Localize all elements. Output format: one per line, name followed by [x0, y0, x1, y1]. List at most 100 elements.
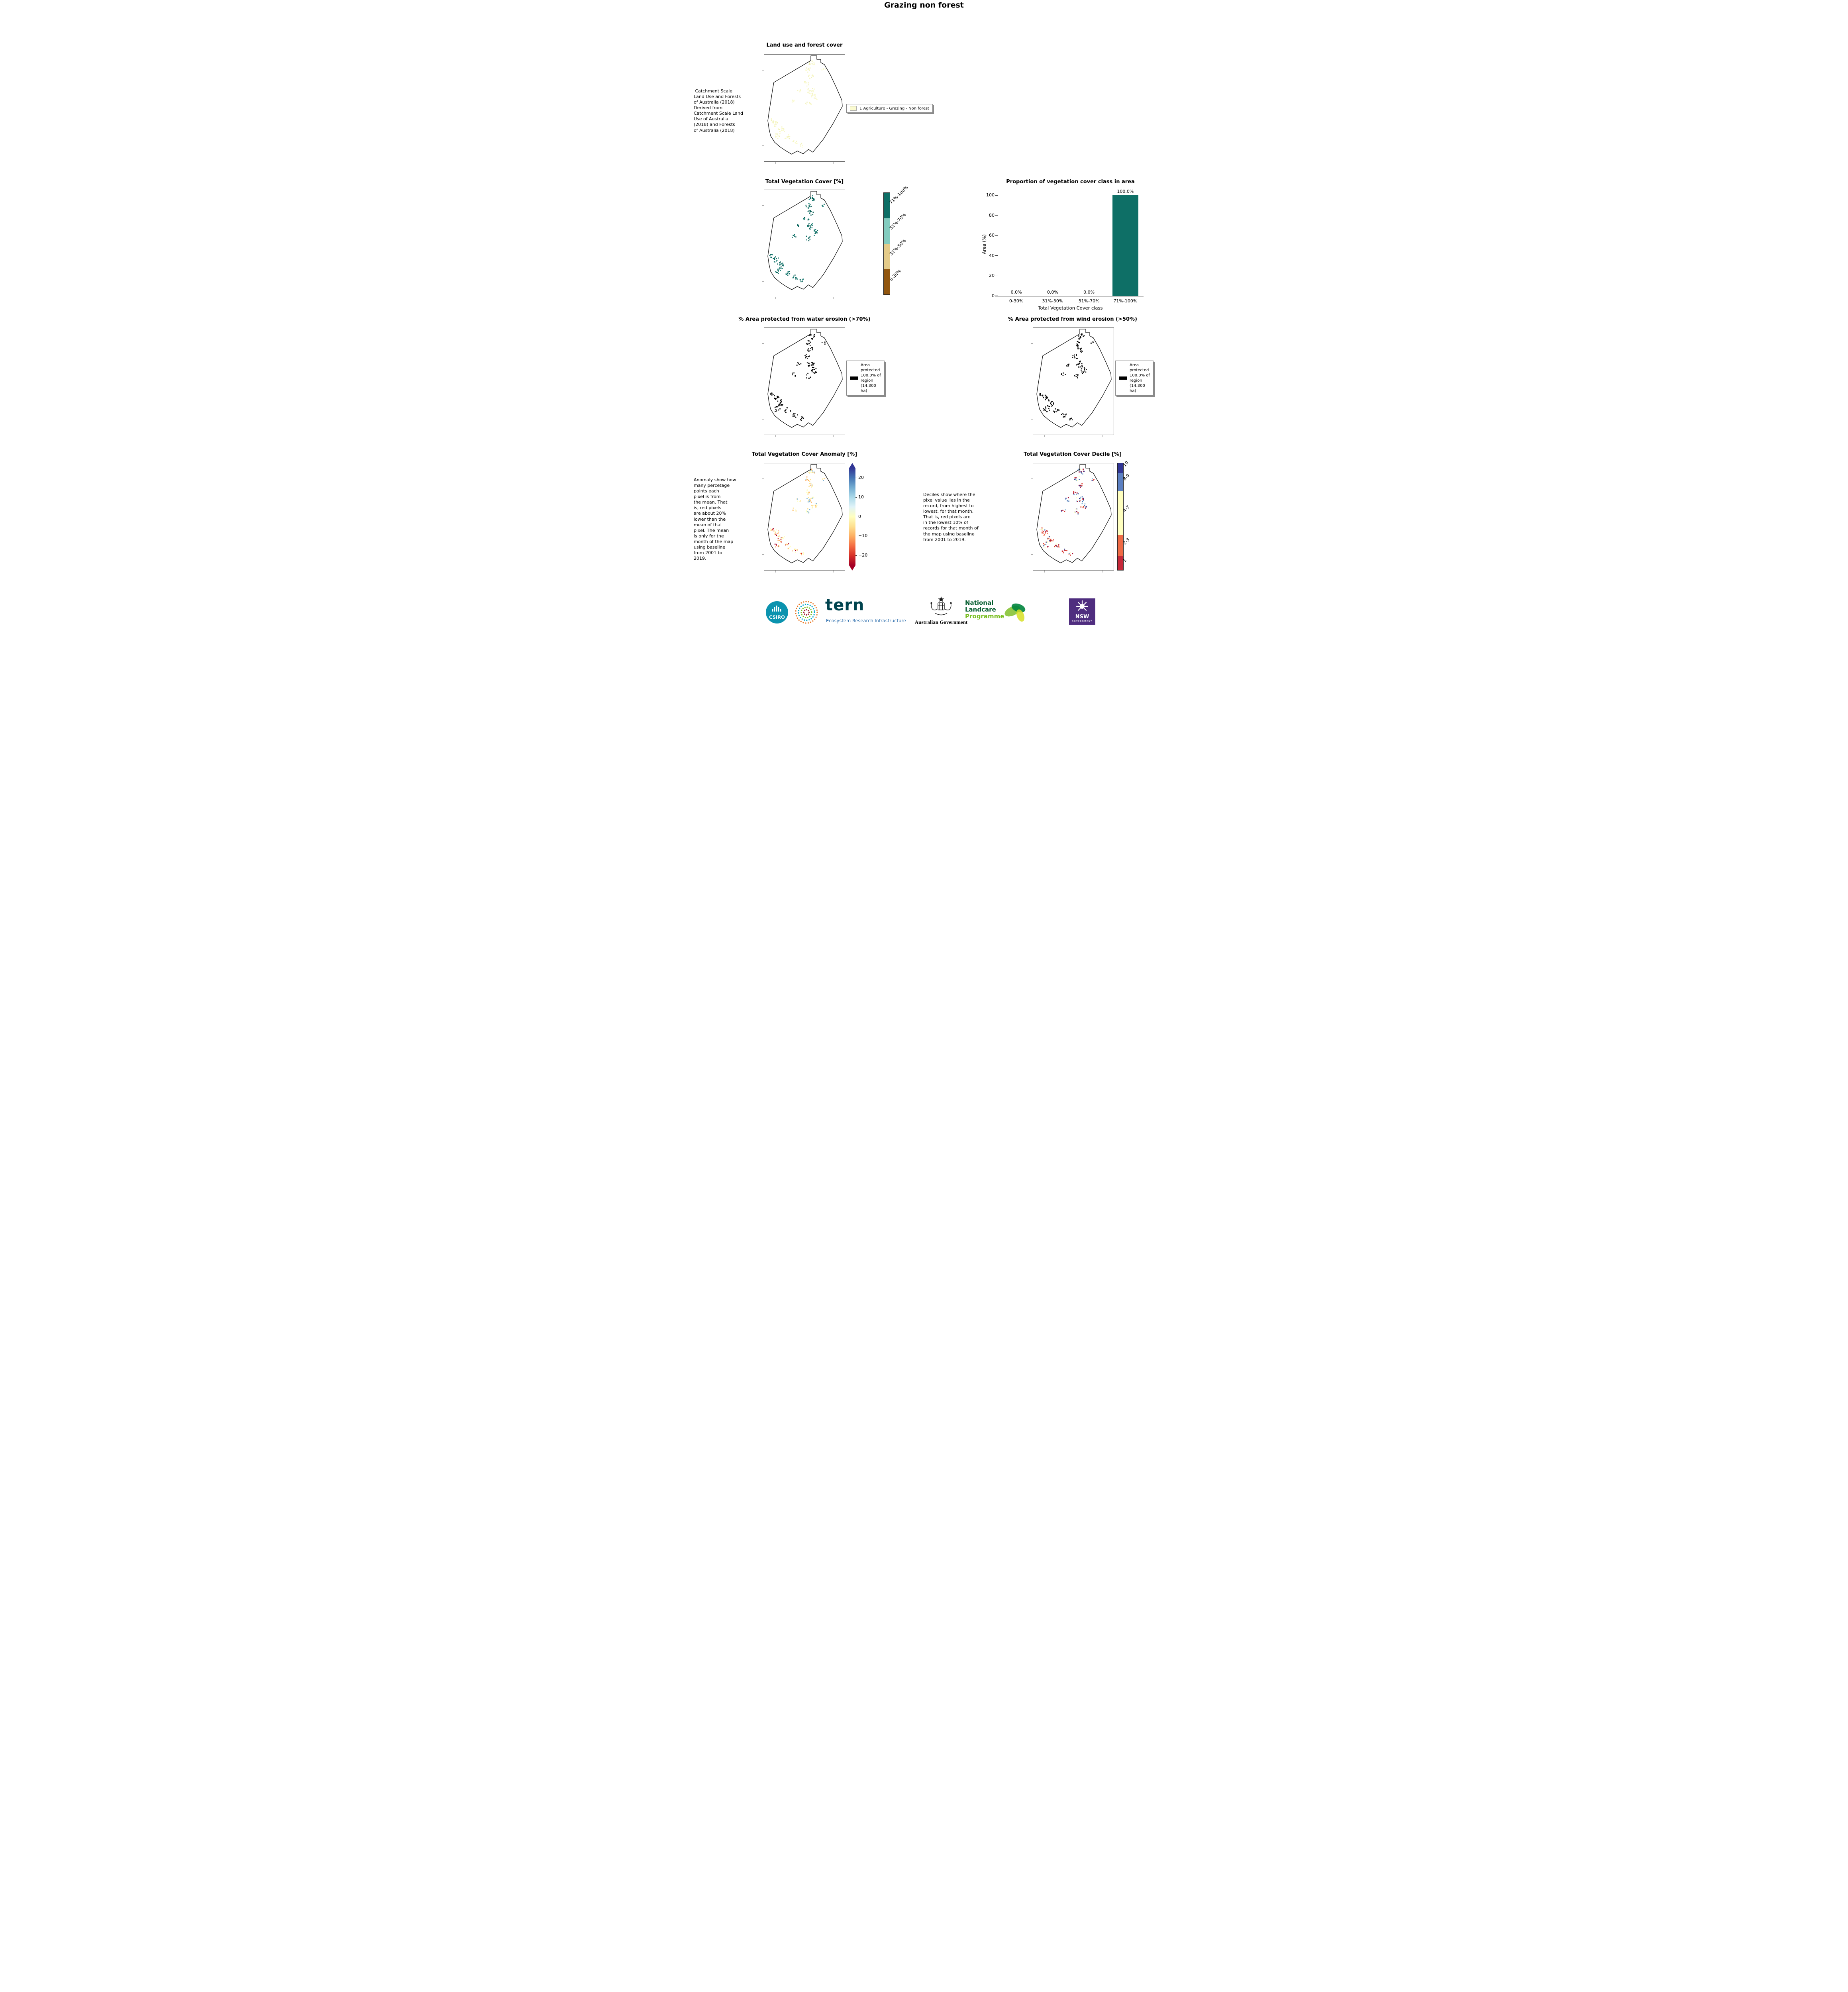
map-pixel: [1077, 493, 1079, 494]
map-pixel: [811, 60, 813, 62]
map-pixel: [772, 529, 773, 531]
map-pixel: [779, 131, 780, 132]
map-pixel: [1043, 545, 1044, 547]
map-pixel: [809, 498, 811, 499]
map-pixel: [823, 478, 825, 479]
map-pixel: [1052, 405, 1053, 406]
map-pixel: [793, 140, 795, 141]
map-pixel: [771, 392, 773, 394]
map-pixel: [1085, 506, 1087, 507]
map-pixel: [1079, 361, 1080, 363]
map-pixel: [813, 372, 814, 374]
map-pixel: [773, 261, 775, 263]
map-pixel: [783, 537, 784, 539]
map-pixel: [1046, 541, 1047, 543]
map-pixel: [806, 510, 807, 512]
map-pixel: [1078, 367, 1079, 368]
map-pixel: [1061, 510, 1062, 512]
map-pixel: [788, 134, 789, 135]
map-pixel: [807, 373, 808, 374]
map-pixel: [810, 210, 811, 211]
map-pixel: [810, 103, 812, 105]
map-pixel: [812, 485, 813, 487]
map-pixel: [770, 254, 771, 255]
map-pixel: [774, 257, 775, 259]
map-pixel: [814, 229, 816, 231]
map-pixel: [807, 494, 809, 495]
map-pixel: [809, 213, 810, 214]
map-pixel: [779, 267, 781, 269]
map-pixel: [811, 347, 812, 348]
map-pixel: [776, 260, 778, 261]
map-pixel: [813, 198, 814, 200]
map-pixel: [1079, 471, 1080, 473]
map-pixel: [774, 398, 775, 399]
map-pixel: [1062, 551, 1063, 552]
map-pixel: [801, 553, 802, 554]
map-pixel: [1080, 471, 1082, 473]
map-pixel: [812, 338, 813, 339]
map-pixel: [811, 227, 813, 229]
map-pixel: [774, 533, 775, 535]
map-pixel: [810, 376, 811, 378]
map-pixel: [1045, 410, 1046, 411]
landuse-legend-label: 1 Agriculture - Grazing - Non forest: [859, 106, 930, 111]
map-pixel: [804, 82, 805, 84]
map-pixel: [805, 480, 806, 481]
colorbar-class-label: 0-30%: [888, 268, 902, 282]
y-axis-tick: [995, 215, 998, 216]
map-pixel: [812, 198, 814, 199]
map-pixel: [772, 254, 773, 255]
map-pixel: [811, 63, 813, 65]
map-pixel: [806, 492, 807, 493]
map-pixel: [780, 402, 782, 403]
map-pixel: [775, 133, 777, 135]
map-pixel: [785, 410, 786, 411]
map-pixel: [787, 548, 789, 549]
map-pixel: [776, 535, 777, 536]
map-pixel: [777, 273, 779, 274]
colorbar-bar: [1117, 463, 1124, 571]
map-pixel: [806, 235, 807, 237]
map-pixel: [1048, 536, 1050, 537]
landuse-panel-title: Land use and forest cover: [766, 42, 843, 48]
map-pixel: [808, 75, 809, 77]
map-pixel: [777, 263, 778, 265]
map-pixel: [777, 540, 779, 541]
map-pixel: [806, 70, 807, 71]
map-pixel: [813, 64, 815, 65]
map-pixel: [824, 204, 825, 205]
map-pixel: [1054, 412, 1055, 413]
map-pixel: [1046, 530, 1048, 531]
map-pixel: [811, 505, 812, 506]
map-pixel: [778, 531, 779, 532]
map-pixel: [811, 362, 812, 363]
map-pixel: [1046, 398, 1048, 399]
map-pixel: [810, 227, 811, 228]
map-pixel: [776, 272, 777, 273]
map-pixel: [808, 491, 809, 493]
anomaly-map: [762, 463, 845, 573]
map-pixel: [800, 281, 802, 282]
map-pixel: [777, 541, 779, 543]
map-pixel: [778, 531, 779, 533]
map-pixel: [1081, 366, 1083, 368]
map-pixel: [811, 370, 812, 371]
map-pixel: [1072, 357, 1073, 358]
map-pixel: [1065, 509, 1066, 511]
map-pixel: [771, 254, 772, 255]
map-pixel: [809, 236, 811, 237]
map-pixel: [781, 128, 783, 129]
map-pixel: [808, 486, 810, 487]
map-pixel: [774, 395, 775, 396]
map-pixel: [776, 258, 777, 259]
map-pixel: [810, 479, 811, 480]
map-pixel: [776, 136, 777, 137]
map-pixel: [808, 237, 809, 239]
map-pixel: [1078, 341, 1079, 343]
map-pixel: [771, 118, 772, 120]
map-pixel: [810, 348, 812, 349]
map-pixel: [799, 501, 800, 502]
map-pixel: [1080, 484, 1081, 486]
map-pixel: [810, 483, 812, 484]
